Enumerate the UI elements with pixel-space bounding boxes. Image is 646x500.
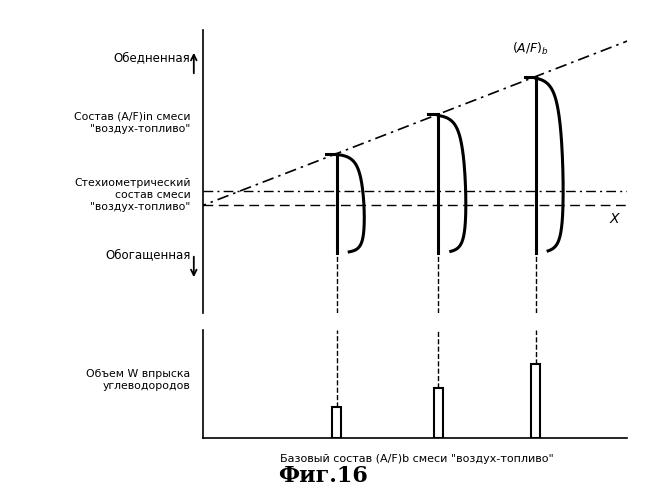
- Text: Базовый состав (A/F)b смеси "воздух-топливо": Базовый состав (A/F)b смеси "воздух-топл…: [280, 454, 554, 464]
- Text: $(A/F)_b$: $(A/F)_b$: [512, 42, 549, 58]
- Text: Обедненная: Обедненная: [114, 51, 191, 64]
- Text: Обогащенная: Обогащенная: [105, 248, 191, 262]
- Bar: [531, 364, 540, 438]
- Text: Фиг.16: Фиг.16: [278, 466, 368, 487]
- Text: Состав (A/F)in смеси
"воздух-топливо": Состав (A/F)in смеси "воздух-топливо": [74, 112, 191, 134]
- Text: X: X: [609, 212, 619, 226]
- Text: Объем W впрыска
углеводородов: Объем W впрыска углеводородов: [87, 369, 191, 391]
- Bar: [332, 408, 342, 438]
- Bar: [433, 388, 443, 438]
- Text: Стехиометрический
состав смеси
"воздух-топливо": Стехиометрический состав смеси "воздух-т…: [74, 178, 191, 212]
